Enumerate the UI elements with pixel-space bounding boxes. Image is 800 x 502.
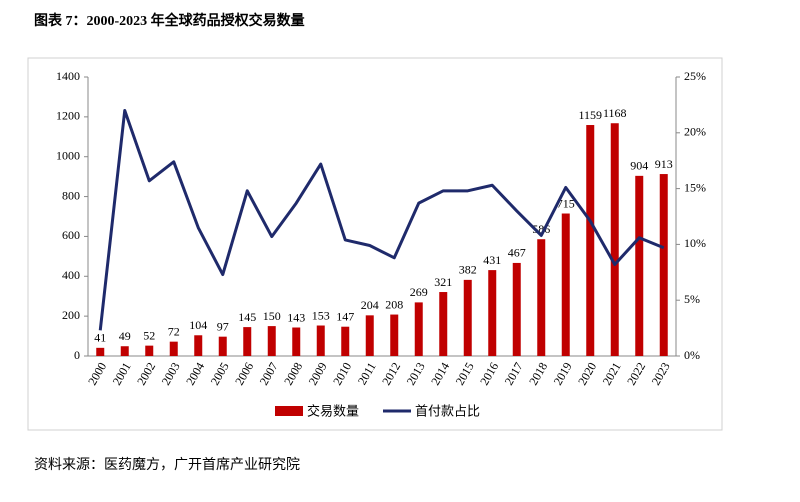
bar-value-label: 431 [483,253,501,267]
source-note: 资料来源：医药魔方，广开首席产业研究院 [34,457,300,473]
x-tick-label: 2003 [159,360,183,388]
bar [659,174,668,356]
bar [390,314,399,356]
y-tick-label: 200 [62,308,80,322]
legend-swatch [275,406,303,416]
y2-tick-label: 20% [684,125,706,139]
x-tick-label: 2015 [453,360,477,388]
y2-tick-label: 25% [684,69,706,83]
y-tick-label: 1200 [56,109,80,123]
bar-value-label: 49 [119,329,131,343]
bar [194,335,203,356]
bar-value-label: 147 [336,309,354,323]
x-tick-label: 2020 [575,360,599,388]
bar-value-label: 204 [361,298,379,312]
bar-value-label: 269 [410,285,428,299]
x-tick-label: 2005 [208,360,232,388]
bar-value-label: 104 [189,318,207,332]
x-tick-label: 2022 [624,360,648,388]
y2-tick-label: 5% [684,292,700,306]
bar-value-label: 150 [263,309,281,323]
x-tick-label: 2018 [526,360,550,388]
y-tick-label: 400 [62,268,80,282]
bar-value-label: 1159 [578,108,602,122]
bar [463,279,472,356]
y2-tick-label: 0% [684,348,700,362]
figure-title: 图表 7：2000-2023 年全球药品授权交易数量 [34,12,305,29]
x-tick-label: 2014 [428,360,452,388]
bar [267,326,276,356]
bar [586,125,595,356]
bar [537,239,546,356]
x-tick-label: 2001 [110,360,134,388]
bar-value-label: 467 [508,246,526,260]
x-tick-label: 2000 [85,360,109,388]
bar [414,302,423,356]
bar-value-label: 72 [168,324,180,338]
bar [120,346,129,356]
bar-value-label: 208 [385,297,403,311]
x-tick-label: 2013 [404,360,428,388]
bar-value-label: 52 [143,328,155,342]
y-tick-label: 1400 [56,69,80,83]
bar [341,326,350,356]
bar-value-label: 143 [287,310,305,324]
bar-value-label: 913 [655,157,673,171]
bar [169,341,178,356]
bar-value-label: 904 [630,159,648,173]
x-tick-label: 2023 [649,360,673,388]
bar-value-label: 715 [557,196,575,210]
x-tick-label: 2016 [477,360,501,388]
x-tick-label: 2021 [600,360,624,388]
x-tick-label: 2017 [502,360,526,388]
x-tick-label: 2011 [355,360,379,387]
bar [292,327,301,356]
y-tick-label: 1000 [56,148,80,162]
bar [635,175,644,356]
bar [488,270,497,356]
x-tick-label: 2007 [257,360,281,388]
bar [96,347,105,356]
y2-tick-label: 10% [684,236,706,250]
x-tick-label: 2012 [379,360,403,388]
line [98,108,665,331]
x-tick-label: 2010 [330,360,354,388]
bar-value-label: 321 [434,275,452,289]
x-tick-label: 2008 [281,360,305,388]
y-tick-label: 600 [62,228,80,242]
bar [145,345,154,356]
chart-frame [27,57,723,431]
y-tick-label: 0 [74,348,80,362]
bar [512,262,521,356]
x-tick-label: 2002 [134,360,158,388]
bar-value-label: 1168 [603,106,627,120]
x-tick-label: 2004 [183,360,207,388]
legend-label: 首付款占比 [415,405,480,420]
bar-value-label: 153 [312,308,330,322]
bar-value-label: 97 [217,319,229,333]
bar [610,123,619,356]
bar-value-label: 145 [238,310,256,324]
legend-label: 交易数量 [307,404,359,420]
bar-value-label: 382 [459,263,477,277]
y2-tick-label: 15% [684,180,706,194]
x-tick-label: 2019 [551,360,575,388]
bar [243,327,252,356]
bar [365,315,374,356]
x-tick-label: 2009 [306,360,330,388]
bar [439,292,448,356]
x-tick-label: 2006 [232,360,256,388]
y-tick-label: 800 [62,188,80,202]
bar [218,336,227,356]
bar [316,325,325,356]
bar [561,213,570,356]
bar-value-label: 41 [94,331,106,345]
